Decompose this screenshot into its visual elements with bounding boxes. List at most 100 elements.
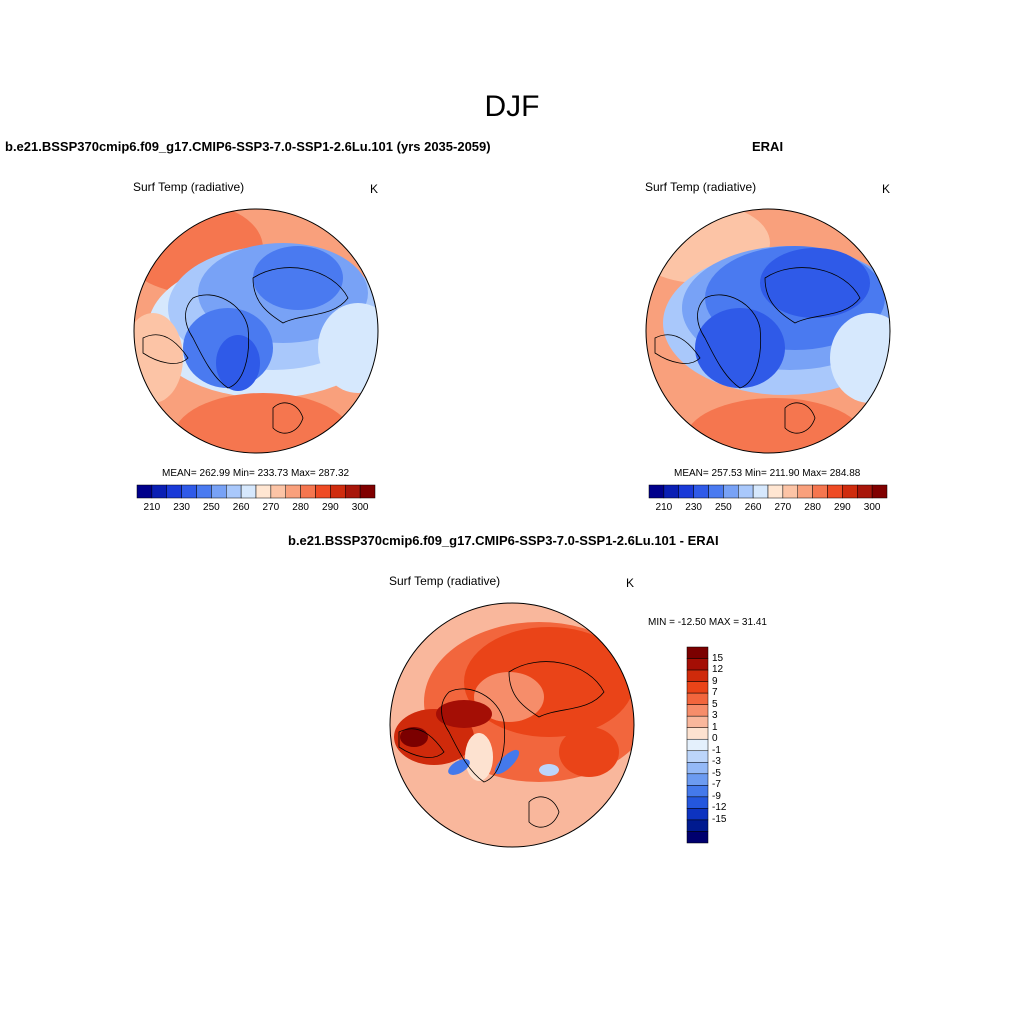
panel3-region-greenland-sea-cool	[494, 749, 520, 775]
colorbar-swatch	[151, 484, 167, 499]
colorbar-swatch	[648, 484, 665, 499]
colorbar-swatch	[693, 484, 709, 499]
colorbar-swatch	[686, 762, 709, 775]
colorbar-tick-label: 290	[322, 502, 339, 513]
panel1-region-europe-east	[318, 303, 378, 393]
panel2-units-label: K	[882, 182, 891, 196]
colorbar-tick-label: -15	[712, 813, 727, 825]
colorbar-swatch	[812, 484, 828, 499]
colorbar-swatch	[359, 484, 376, 499]
colorbar-tick-label: 210	[143, 502, 161, 513]
colorbar-tick-label: 0	[712, 733, 718, 745]
panel3-variable-label: Surf Temp (radiative)	[389, 574, 501, 588]
colorbar-swatch	[752, 484, 769, 499]
colorbar-swatch	[136, 484, 153, 499]
colorbar-tick-label: 280	[292, 502, 309, 513]
panel3-case-title: b.e21.BSSP370cmip6.f09_g17.CMIP6-SSP3-7.…	[288, 533, 719, 548]
colorbar-tick-label: 250	[203, 502, 220, 513]
panel3-coastline-greenland	[441, 688, 505, 783]
colorbar-swatch	[686, 727, 709, 740]
colorbar-tick-label: -9	[712, 790, 721, 802]
colorbar-tick-label: 250	[715, 502, 732, 513]
panel2-coastline-america	[654, 334, 701, 364]
colorbar-swatch	[330, 484, 346, 499]
colorbar-tick-label: -12	[712, 802, 727, 814]
panel3-region-archipelago	[436, 700, 492, 728]
colorbar-swatch	[686, 658, 709, 671]
panel3-region-labrador-cool	[448, 759, 470, 775]
colorbar-swatch	[857, 484, 873, 499]
colorbar-tick-label: -1	[712, 744, 721, 756]
panel2-colorbar	[648, 484, 888, 499]
colorbar-swatch	[842, 484, 858, 499]
colorbar-tick-label: 270	[262, 502, 280, 513]
panel3-region-europe	[559, 727, 619, 777]
panel3-region-barents-cool	[539, 764, 559, 776]
colorbar-tick-label: 5	[712, 698, 718, 710]
panel1-region-siberia	[253, 246, 343, 310]
panel1-colorbar-labels: 210 230 250 260 270 280 290 300	[137, 502, 375, 516]
panel1-colorbar	[136, 484, 376, 499]
colorbar-swatch	[686, 715, 709, 728]
colorbar-swatch	[686, 796, 709, 809]
panel3-coastline-scandinavia	[528, 796, 560, 828]
colorbar-swatch	[738, 484, 754, 499]
colorbar-tick-label: 1	[712, 721, 718, 733]
panel2-variable-label: Surf Temp (radiative)	[645, 180, 757, 194]
panel1-case-title: b.e21.BSSP370cmip6.f09_g17.CMIP6-SSP3-7.…	[5, 139, 491, 154]
colorbar-swatch	[686, 773, 709, 786]
colorbar-tick-label: 230	[173, 502, 190, 513]
panel2-warm-region-atlantic	[685, 398, 865, 453]
colorbar-tick-label: -5	[712, 767, 721, 779]
colorbar-tick-label: 280	[804, 502, 821, 513]
panel1-map-border	[133, 208, 379, 454]
colorbar-tick-label: 15	[712, 652, 724, 664]
panel3-polar-map	[389, 602, 635, 848]
panel1-coastline-america	[142, 334, 189, 364]
colorbar-swatch	[211, 484, 227, 499]
panel3-units-label: K	[626, 576, 635, 590]
panel2-coastline-greenland	[697, 294, 761, 389]
colorbar-tick-label: 260	[232, 502, 250, 513]
colorbar-swatch	[686, 704, 709, 717]
colorbar-tick-label: 300	[863, 502, 881, 513]
colorbar-swatch	[686, 750, 709, 763]
panel1-coastline-greenland	[185, 294, 249, 389]
colorbar-tick-label: -7	[712, 779, 721, 791]
panel2-polar-map	[645, 208, 891, 454]
colorbar-swatch	[871, 484, 888, 499]
panel1-warm-region-atlantic	[173, 393, 353, 453]
panel1-coastline-scandinavia	[272, 402, 304, 434]
colorbar-swatch	[181, 484, 197, 499]
panel2-map-border	[645, 208, 891, 454]
panel2-stats: MEAN= 257.53 Min= 211.90 Max= 284.88	[674, 468, 861, 479]
colorbar-swatch	[678, 484, 694, 499]
colorbar-swatch	[196, 484, 212, 499]
colorbar-tick-label: 230	[685, 502, 702, 513]
panel3-region-atlantic	[424, 794, 604, 847]
colorbar-swatch	[708, 484, 724, 499]
colorbar-tick-label: 3	[712, 710, 718, 722]
colorbar-swatch	[686, 831, 709, 844]
colorbar-swatch	[270, 484, 286, 499]
panel3-region-hotspot	[400, 727, 428, 747]
panel3-coastline-america	[398, 728, 445, 758]
panel1-coastline-eurasia	[252, 267, 349, 324]
colorbar-swatch	[686, 681, 709, 694]
colorbar-swatch	[686, 692, 709, 705]
panel2-case-title: ERAI	[752, 139, 784, 154]
panel2-region-europe-east	[830, 313, 890, 403]
colorbar-swatch	[827, 484, 843, 499]
panel3-stats: MIN = -12.50 MAX = 31.41	[648, 617, 767, 628]
panel3-map-border	[389, 602, 635, 848]
panel1-variable-label: Surf Temp (radiative)	[133, 180, 245, 194]
panel3-colorbar-labels: 15 12 9 7 5 3 1 0 -1 -3 -5 -7 -9 -12 -15	[712, 647, 752, 843]
colorbar-swatch	[285, 484, 301, 499]
colorbar-tick-label: -3	[712, 756, 721, 768]
panel3-region-greenland	[465, 733, 493, 781]
colorbar-swatch	[686, 819, 709, 832]
panel2-region-siberia	[760, 248, 870, 318]
colorbar-swatch	[686, 785, 709, 798]
colorbar-swatch	[686, 738, 709, 752]
colorbar-swatch	[663, 484, 679, 499]
